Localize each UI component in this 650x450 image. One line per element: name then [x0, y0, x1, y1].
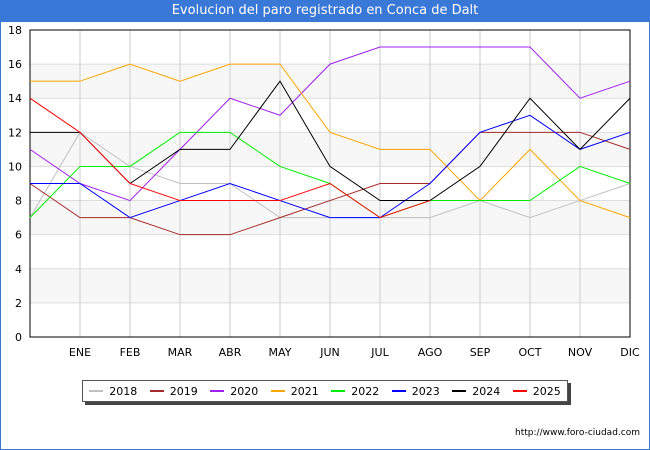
- legend-item-2018: 2018: [89, 385, 137, 398]
- y-tick-label: 2: [15, 297, 22, 310]
- y-tick-label: 0: [15, 331, 22, 344]
- legend-label: 2023: [411, 384, 440, 398]
- source-url: http://www.foro-ciudad.com: [515, 428, 640, 438]
- legend-label: 2018: [109, 384, 138, 398]
- y-tick-label: 10: [8, 160, 22, 173]
- legend-item-2025: 2025: [512, 384, 561, 398]
- legend-swatch: [391, 390, 406, 392]
- legend: 2018 2019 2020 2021 2022 2023 2024 2025: [82, 380, 568, 402]
- y-tick-label: 14: [8, 92, 22, 105]
- chart-title: Evolucion del paro registrado en Conca d…: [0, 0, 650, 22]
- legend-swatch: [452, 390, 467, 392]
- legend-label: 2021: [290, 384, 319, 398]
- x-tick-label: OCT: [518, 346, 541, 359]
- legend-label: 2020: [230, 384, 259, 398]
- x-tick-label: MAY: [269, 346, 292, 359]
- legend-swatch: [149, 390, 164, 392]
- legend-swatch: [512, 390, 527, 392]
- x-tick-label: DIC: [620, 346, 640, 359]
- series-line-2020: [29, 46, 631, 202]
- legend-item-2021: 2021: [270, 384, 319, 398]
- legend-swatch: [270, 390, 285, 392]
- x-tick-label: NOV: [568, 346, 593, 359]
- y-tick-label: 16: [8, 58, 22, 71]
- legend-label: 2024: [472, 384, 501, 398]
- series-line-2021: [30, 63, 631, 219]
- legend-swatch: [331, 390, 346, 392]
- legend-item-2019: 2019: [149, 384, 198, 398]
- legend-swatch: [89, 390, 104, 392]
- legend-item-2024: 2024: [452, 385, 500, 398]
- series-line-2025: [29, 97, 431, 219]
- y-tick-label: 8: [15, 195, 22, 208]
- legend-item-2022: 2022: [331, 385, 379, 398]
- legend-label: 2019: [169, 384, 198, 398]
- x-tick-label: JUN: [319, 346, 340, 359]
- x-tick-label: FEB: [120, 346, 141, 359]
- legend-swatch: [210, 390, 225, 392]
- y-tick-label: 18: [8, 24, 22, 37]
- x-tick-label: SEP: [470, 346, 491, 359]
- y-tick-label: 4: [15, 263, 22, 276]
- legend-item-2023: 2023: [391, 384, 440, 398]
- x-tick-label: JUL: [370, 346, 389, 359]
- x-tick-label: AGO: [418, 346, 443, 359]
- y-tick-label: 12: [8, 126, 22, 139]
- x-tick-label: ABR: [219, 346, 242, 359]
- legend-item-2020: 2020: [210, 385, 258, 398]
- series-line-2023: [30, 114, 631, 219]
- x-tick-label: ENE: [69, 346, 91, 359]
- legend-label: 2025: [532, 384, 561, 398]
- x-tick-label: MAR: [168, 346, 193, 359]
- legend-label: 2022: [351, 384, 380, 398]
- y-tick-label: 6: [15, 229, 22, 242]
